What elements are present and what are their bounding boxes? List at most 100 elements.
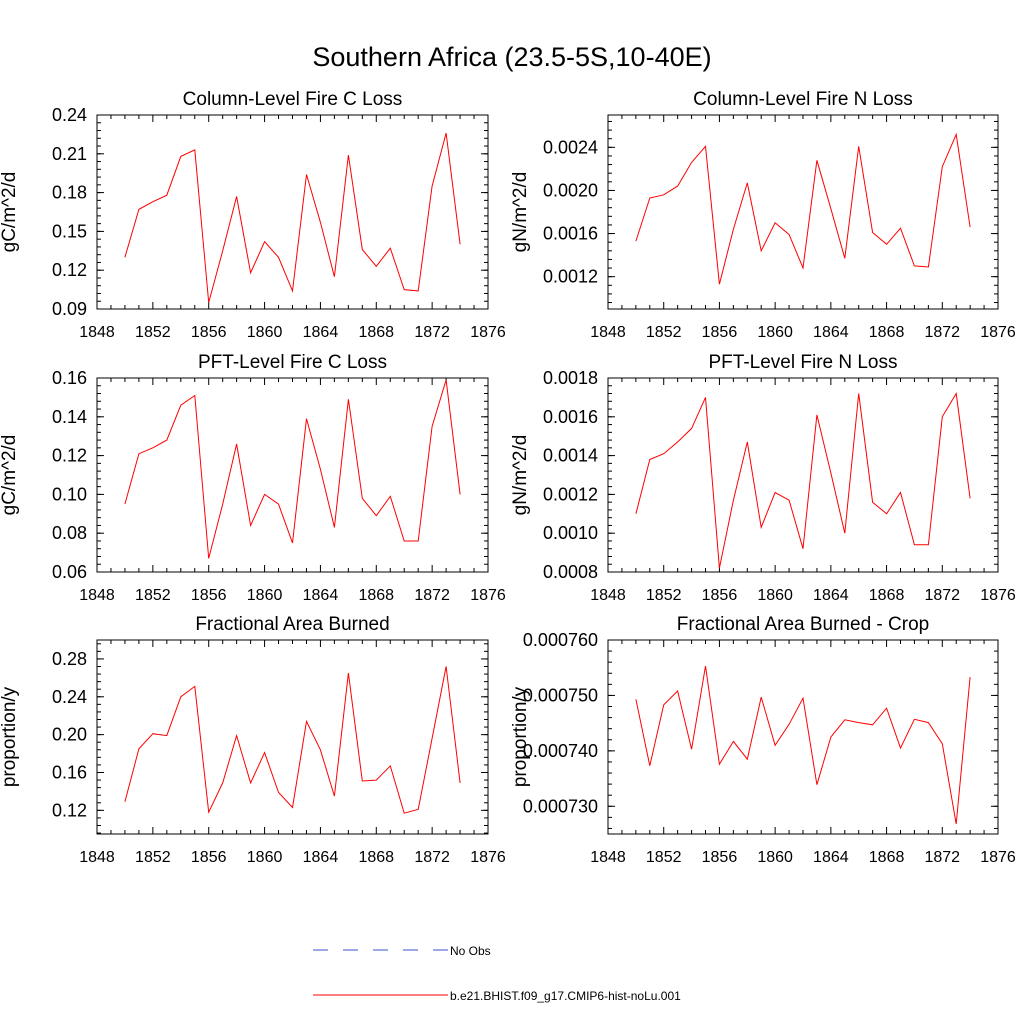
panel-title: PFT-Level Fire C Loss	[198, 352, 387, 373]
chart-panel-3: 1848 1852 1856 1860 1864 1868 1872 1876 0.0008 0.…	[510, 352, 1016, 604]
y-tick-label: 0.0016	[543, 407, 598, 427]
x-tick-label: 1872	[924, 587, 960, 604]
x-tick-label: 1852	[646, 849, 682, 866]
y-tick-label: 0.28	[52, 649, 87, 669]
x-tick-label: 1872	[924, 849, 960, 866]
x-tick-label: 1868	[358, 587, 394, 604]
y-axis-label: proportion/y	[0, 686, 20, 787]
y-tick-label: 0.000730	[523, 796, 598, 816]
x-tick-label: 1848	[590, 849, 626, 866]
y-axis-label: gC/m^2/d	[0, 435, 20, 516]
y-axis-label: gC/m^2/d	[0, 172, 20, 253]
x-tick-label: 1860	[757, 587, 793, 604]
y-tick-label: 0.15	[52, 221, 87, 241]
plot-frame	[607, 639, 999, 835]
y-tick-label: 0.0016	[543, 224, 598, 244]
series-line	[635, 132, 971, 285]
y-tick-label: 0.10	[52, 484, 87, 504]
x-tick-label: 1856	[191, 324, 227, 341]
legend-label-no-obs: No Obs	[450, 944, 491, 958]
x-tick-label: 1864	[303, 324, 339, 341]
y-tick-label: 0.06	[52, 562, 87, 582]
y-tick-label: 0.14	[52, 407, 87, 427]
x-tick-label: 1872	[414, 587, 450, 604]
chart-panel-1: 1848 1852 1856 1860 1864 1868 1872 1876 0.0012 0.…	[510, 89, 1016, 341]
series-line	[124, 379, 461, 559]
panel-title: Fractional Area Burned	[195, 614, 389, 635]
figure-title: Southern Africa (23.5-5S,10-40E)	[312, 42, 711, 72]
panel-title: Column-Level Fire C Loss	[183, 89, 403, 110]
y-tick-label: 0.21	[52, 144, 87, 164]
y-tick-label: 0.12	[52, 446, 87, 466]
chart-panels: 1848 1852 1856 1860 1864 1868 1872 1876 0.09 0.12…	[0, 89, 1016, 866]
y-tick-label: 0.12	[52, 800, 87, 820]
panel-title: Fractional Area Burned - Crop	[677, 614, 929, 635]
y-axis-label: gN/m^2/d	[510, 172, 531, 253]
y-tick-label: 0.000740	[523, 741, 598, 761]
x-tick-label: 1860	[247, 324, 283, 341]
x-tick-label: 1852	[646, 324, 682, 341]
x-tick-label: 1876	[980, 324, 1016, 341]
chart-panel-4: 1848 1852 1856 1860 1864 1868 1872 1876 0.12 0.16…	[0, 614, 506, 866]
y-tick-label: 0.0018	[543, 368, 598, 388]
series-line	[124, 132, 461, 303]
y-tick-label: 0.08	[52, 523, 87, 543]
x-tick-label: 1876	[470, 324, 506, 341]
x-tick-label: 1864	[303, 849, 339, 866]
legend-label-model-run: b.e21.BHIST.f09_g17.CMIP6-hist-noLu.001	[450, 989, 681, 1003]
x-tick-label: 1856	[702, 324, 738, 341]
x-tick-label: 1852	[135, 587, 171, 604]
x-tick-label: 1864	[813, 849, 849, 866]
y-tick-label: 0.16	[52, 368, 87, 388]
panel-title: Column-Level Fire N Loss	[693, 89, 913, 110]
x-tick-label: 1848	[79, 849, 115, 866]
x-tick-label: 1876	[470, 587, 506, 604]
chart-panel-2: 1848 1852 1856 1860 1864 1868 1872 1876 0.06 0.08…	[0, 352, 506, 604]
x-tick-label: 1876	[980, 587, 1016, 604]
x-tick-label: 1848	[590, 587, 626, 604]
y-tick-label: 0.12	[52, 260, 87, 280]
y-tick-label: 0.0014	[543, 446, 598, 466]
x-tick-label: 1864	[813, 324, 849, 341]
x-tick-label: 1868	[869, 324, 905, 341]
x-tick-label: 1860	[247, 587, 283, 604]
x-tick-label: 1856	[191, 849, 227, 866]
x-tick-label: 1860	[757, 324, 793, 341]
y-tick-label: 0.20	[52, 725, 87, 745]
x-tick-label: 1860	[247, 849, 283, 866]
x-tick-label: 1852	[135, 849, 171, 866]
x-tick-label: 1868	[358, 324, 394, 341]
x-tick-label: 1876	[980, 849, 1016, 866]
x-tick-label: 1848	[79, 587, 115, 604]
y-tick-label: 0.000750	[523, 685, 598, 705]
x-tick-label: 1848	[590, 324, 626, 341]
x-tick-label: 1864	[303, 587, 339, 604]
x-tick-label: 1868	[869, 587, 905, 604]
x-tick-label: 1872	[414, 324, 450, 341]
x-tick-label: 1852	[135, 324, 171, 341]
y-axis-label: proportion/y	[510, 686, 531, 787]
x-tick-label: 1852	[646, 587, 682, 604]
series-line	[635, 666, 971, 825]
y-tick-label: 0.24	[52, 687, 87, 707]
y-tick-label: 0.000760	[523, 630, 598, 650]
plot-frame	[607, 114, 999, 310]
y-tick-label: 0.16	[52, 762, 87, 782]
y-tick-label: 0.0012	[543, 484, 598, 504]
x-tick-label: 1868	[869, 849, 905, 866]
y-tick-label: 0.18	[52, 183, 87, 203]
legend: No Obs b.e21.BHIST.f09_g17.CMIP6-hist-no…	[313, 944, 681, 1003]
x-tick-label: 1872	[414, 849, 450, 866]
series-line	[124, 666, 461, 814]
x-tick-label: 1860	[757, 849, 793, 866]
y-tick-label: 0.0020	[543, 180, 598, 200]
x-tick-label: 1876	[470, 849, 506, 866]
series-line	[635, 392, 971, 569]
plot-frame	[607, 377, 999, 573]
y-tick-label: 0.24	[52, 105, 87, 125]
x-tick-label: 1856	[191, 587, 227, 604]
y-tick-label: 0.0010	[543, 523, 598, 543]
y-tick-label: 0.0012	[543, 267, 598, 287]
y-tick-label: 0.0024	[543, 137, 598, 157]
